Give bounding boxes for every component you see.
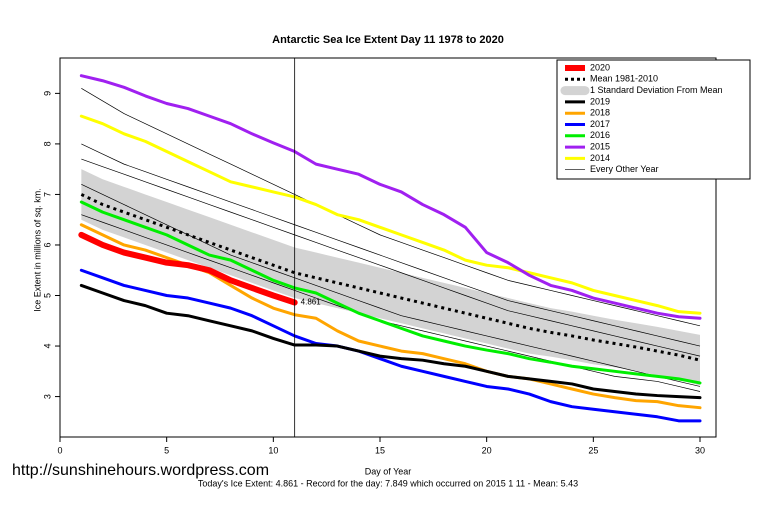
plot-area bbox=[78, 74, 702, 423]
year-line bbox=[81, 184, 701, 387]
legend-label: Mean 1981-2010 bbox=[590, 74, 658, 84]
year-line bbox=[81, 143, 701, 347]
y-tick-label: 3 bbox=[42, 394, 52, 399]
legend-label: 2018 bbox=[590, 108, 610, 118]
plot-frame bbox=[59, 57, 717, 438]
y-tick-label: 5 bbox=[42, 293, 52, 298]
x-tick-label: 15 bbox=[375, 445, 385, 455]
series-line bbox=[79, 268, 702, 423]
y-tick-label: 9 bbox=[42, 91, 52, 96]
x-tick-label: 30 bbox=[695, 445, 705, 455]
y-tick-label: 8 bbox=[42, 141, 52, 146]
series-line bbox=[79, 74, 702, 320]
legend-label: 2016 bbox=[590, 130, 610, 140]
series-line bbox=[79, 283, 702, 400]
legend-label: Every Other Year bbox=[590, 164, 659, 174]
legend-label: 2014 bbox=[590, 153, 610, 163]
year-line bbox=[81, 88, 701, 327]
watermark: http://sunshinehours.wordpress.com bbox=[12, 462, 269, 479]
series-line bbox=[79, 114, 702, 315]
y-axis-label: Ice Extent in millions of sq. km. bbox=[32, 188, 42, 312]
x-tick-label: 25 bbox=[588, 445, 598, 455]
series-line bbox=[78, 231, 298, 306]
y-tick-label: 4 bbox=[42, 344, 52, 349]
legend-label: 2020 bbox=[590, 62, 610, 72]
x-tick-label: 0 bbox=[57, 445, 62, 455]
x-tick-label: 10 bbox=[268, 445, 278, 455]
legend-label: 1 Standard Deviation From Mean bbox=[590, 85, 723, 95]
footer: Today's Ice Extent: 4.861 - Record for t… bbox=[198, 478, 578, 488]
x-tick-label: 5 bbox=[164, 445, 169, 455]
year-line bbox=[81, 158, 701, 357]
chart-title: Antarctic Sea Ice Extent Day 11 1978 to … bbox=[272, 34, 504, 46]
legend-label: 2017 bbox=[590, 119, 610, 129]
legend-label: 2019 bbox=[590, 96, 610, 106]
legend-label: 2015 bbox=[590, 141, 610, 151]
annotation: 4.861 bbox=[301, 298, 322, 307]
x-axis-label: Day of Year bbox=[365, 466, 412, 476]
x-tick-label: 20 bbox=[482, 445, 492, 455]
legend-box bbox=[556, 59, 751, 180]
y-tick-label: 7 bbox=[42, 192, 52, 197]
y-tick-label: 6 bbox=[42, 242, 52, 247]
series-line bbox=[79, 200, 702, 385]
